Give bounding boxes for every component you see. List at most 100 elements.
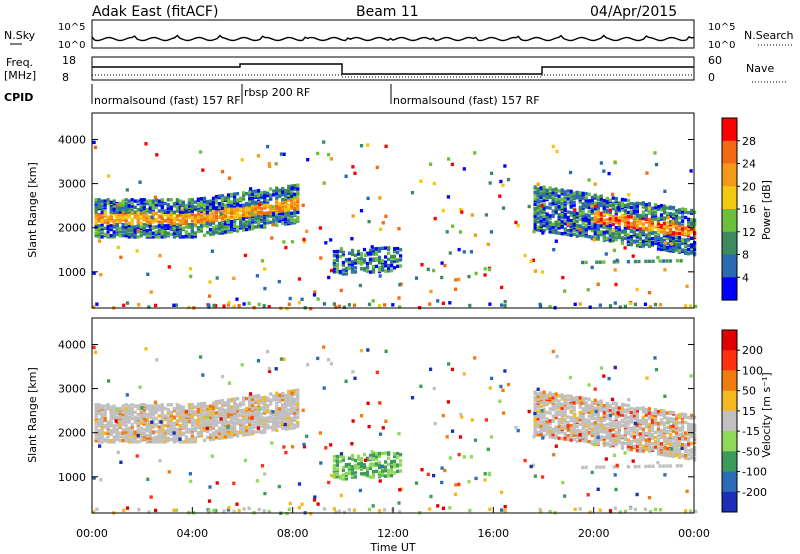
power-ylabel: Slant Range [km] bbox=[26, 162, 39, 258]
power-cell bbox=[199, 208, 204, 212]
velocity-cell bbox=[611, 419, 615, 424]
power-cell bbox=[118, 201, 122, 206]
velocity-cell bbox=[377, 470, 382, 475]
velocity-cell bbox=[693, 423, 697, 427]
power-cell bbox=[266, 203, 270, 208]
power-cell bbox=[239, 213, 243, 218]
velocity-cell bbox=[593, 398, 597, 402]
power-cell bbox=[344, 266, 348, 271]
velocity-cell bbox=[121, 421, 125, 426]
power-cell bbox=[632, 220, 636, 225]
power-cell bbox=[536, 189, 540, 194]
velocity-cell bbox=[608, 435, 612, 439]
velocity-cell bbox=[563, 432, 567, 436]
velocity-cell bbox=[230, 430, 234, 434]
power-cell bbox=[236, 208, 240, 212]
power-cell bbox=[569, 210, 573, 215]
power-cell bbox=[359, 256, 364, 261]
velocity-cell bbox=[121, 416, 125, 421]
power-cell bbox=[599, 199, 603, 204]
cpid-segment-1: normalsound (fast) 157 RF bbox=[94, 94, 241, 107]
power-cell bbox=[554, 223, 558, 227]
velocity-cell bbox=[599, 428, 603, 432]
velocity-cell bbox=[341, 468, 345, 472]
velocity-cell bbox=[121, 413, 125, 417]
power-cell bbox=[136, 199, 140, 203]
velocity-cell bbox=[581, 431, 585, 435]
velocity-cell bbox=[199, 431, 204, 436]
velocity-cell bbox=[687, 453, 691, 457]
velocity-cell bbox=[690, 432, 694, 436]
velocity-cell bbox=[371, 462, 376, 466]
power-cell bbox=[245, 213, 249, 217]
velocity-cell bbox=[650, 424, 655, 429]
power-cell bbox=[368, 248, 373, 253]
velocity-cell bbox=[130, 432, 134, 437]
power-cell bbox=[223, 203, 228, 207]
velocity-cell bbox=[608, 439, 612, 443]
power-cell bbox=[97, 216, 101, 221]
velocity-cell bbox=[351, 370, 355, 374]
power-cell bbox=[441, 301, 445, 305]
power-cell bbox=[301, 203, 305, 207]
power-cell bbox=[163, 213, 167, 217]
power-cell bbox=[199, 211, 204, 216]
power-cell bbox=[222, 304, 226, 308]
velocity-cell bbox=[647, 411, 651, 415]
velocity-cell bbox=[145, 418, 149, 422]
velocity-cell bbox=[233, 428, 237, 432]
power-cell bbox=[602, 199, 606, 203]
velocity-cell bbox=[557, 436, 561, 440]
velocity-cell bbox=[569, 427, 573, 432]
power-cell bbox=[554, 187, 558, 191]
velocity-cell bbox=[136, 404, 140, 408]
power-cell bbox=[690, 222, 694, 226]
velocity-cell bbox=[318, 431, 322, 435]
power-cell bbox=[287, 215, 291, 220]
velocity-cell bbox=[605, 409, 609, 414]
velocity-cell bbox=[148, 436, 152, 440]
velocity-cell bbox=[97, 410, 101, 414]
power-cell bbox=[563, 207, 567, 211]
velocity-cell bbox=[587, 410, 591, 415]
power-cell bbox=[138, 180, 142, 184]
velocity-cell bbox=[542, 434, 546, 438]
power-cell bbox=[263, 286, 267, 291]
power-cell bbox=[578, 233, 582, 237]
power-cell bbox=[260, 210, 264, 215]
power-cell bbox=[384, 269, 388, 273]
power-cell bbox=[284, 191, 288, 195]
velocity-cell bbox=[205, 419, 210, 424]
velocity-cell bbox=[384, 451, 388, 455]
power-cell bbox=[297, 277, 302, 281]
velocity-cell bbox=[100, 425, 104, 429]
power-cell bbox=[157, 229, 161, 233]
velocity-cell bbox=[641, 419, 645, 423]
power-cell bbox=[614, 206, 618, 210]
power-cell bbox=[617, 218, 621, 222]
velocity-cell bbox=[260, 424, 264, 428]
velocity-cell bbox=[236, 406, 240, 411]
velocity-cell bbox=[581, 407, 585, 411]
velocity-cell bbox=[605, 405, 609, 410]
power-cell bbox=[223, 222, 228, 226]
power-cell bbox=[290, 184, 294, 188]
power-cell bbox=[356, 261, 361, 265]
velocity-cell bbox=[626, 430, 630, 434]
power-cell bbox=[608, 304, 613, 308]
power-cell bbox=[148, 231, 152, 235]
power-cell bbox=[533, 185, 537, 189]
power-cell bbox=[287, 302, 291, 306]
power-cell bbox=[617, 235, 621, 240]
velocity-cell bbox=[590, 409, 594, 413]
velocity-cell bbox=[220, 434, 225, 439]
power-cell bbox=[367, 219, 371, 224]
velocity-cell bbox=[130, 406, 134, 411]
velocity-cell bbox=[154, 408, 158, 412]
power-cell bbox=[184, 209, 188, 213]
velocity-cell bbox=[653, 408, 658, 412]
velocity-cell bbox=[211, 405, 216, 409]
power-cell bbox=[384, 264, 388, 268]
velocity-cell bbox=[154, 405, 158, 409]
